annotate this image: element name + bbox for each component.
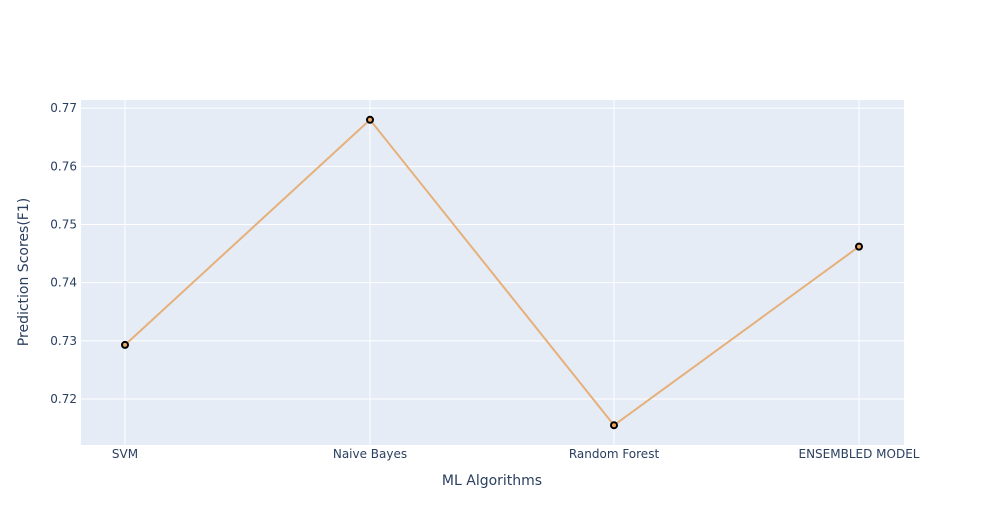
data-point [121,340,129,349]
y-axis-ticks: 0.72 0.73 0.74 0.75 0.76 0.77 [50,101,77,406]
x-tick-label: Random Forest [569,447,660,461]
x-tick-label: SVM [112,447,138,461]
x-gridlines [124,100,860,445]
x-tick-label: ENSEMBLED MODEL [799,447,920,461]
series-group [121,115,863,430]
data-point [855,242,863,251]
y-tick-label: 0.75 [50,218,77,232]
y-tick-label: 0.72 [50,392,77,406]
data-point [366,115,374,124]
y-tick-label: 0.73 [50,334,77,348]
y-gridlines [81,107,904,400]
series-line [124,118,860,427]
x-axis-title: ML Algorithms [442,473,542,489]
y-tick-label: 0.76 [50,159,77,173]
y-tick-label: 0.77 [50,101,77,115]
y-axis-title: Prediction Scores(F1) [16,198,32,346]
y-tick-label: 0.74 [50,276,77,290]
x-tick-label: Naive Bayes [333,447,407,461]
data-point [610,421,618,430]
x-axis-ticks: SVM Naive Bayes Random Forest ENSEMBLED MOD… [112,447,920,461]
